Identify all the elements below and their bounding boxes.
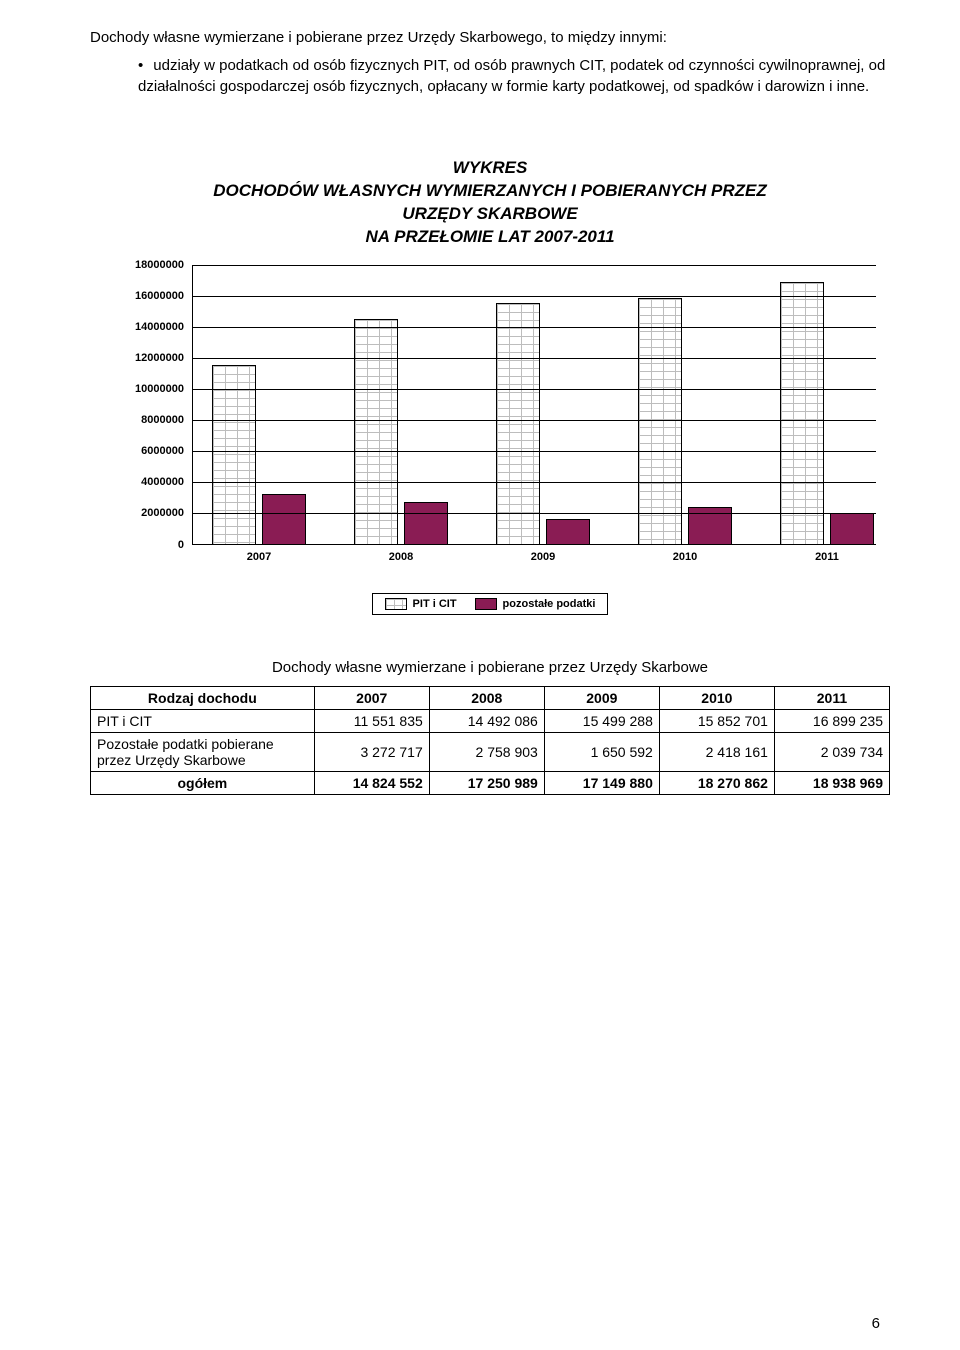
bar — [830, 513, 874, 545]
y-tick-label: 16000000 — [135, 290, 188, 302]
table-cell: 2 758 903 — [429, 732, 544, 771]
gridline — [192, 265, 876, 266]
legend-swatch — [475, 598, 497, 610]
y-tick-label: 12000000 — [135, 352, 188, 364]
bar — [496, 303, 540, 544]
table-cell: 11 551 835 — [314, 709, 429, 732]
data-table: Rodzaj dochodu20072008200920102011 PIT i… — [90, 686, 890, 795]
chart-legend: PIT i CIT pozostałe podatki — [372, 593, 609, 615]
legend-item: pozostałe podatki — [475, 598, 596, 610]
table-cell: 18 938 969 — [774, 771, 889, 794]
bar — [546, 519, 590, 545]
table-cell: Pozostałe podatki pobierane przez Urzędy… — [91, 732, 315, 771]
gridline — [192, 358, 876, 359]
table-cell: 2 039 734 — [774, 732, 889, 771]
bullet-item: udziały w podatkach od osób fizycznych P… — [138, 56, 890, 97]
table-cell: 3 272 717 — [314, 732, 429, 771]
chart-section: WYKRESDOCHODÓW WŁASNYCH WYMIERZANYCH I P… — [90, 157, 890, 615]
table-row: ogółem14 824 55217 250 98917 149 88018 2… — [91, 771, 890, 794]
gridline — [192, 420, 876, 421]
gridline — [192, 296, 876, 297]
y-tick-label: 4000000 — [141, 476, 188, 488]
y-tick-label: 6000000 — [141, 445, 188, 457]
bar — [354, 319, 398, 544]
table-cell: 1 650 592 — [544, 732, 659, 771]
table-cell: 15 852 701 — [659, 709, 774, 732]
gridline — [192, 389, 876, 390]
legend-swatch — [385, 598, 407, 610]
gridline — [192, 513, 876, 514]
table-cell: 18 270 862 — [659, 771, 774, 794]
table-header-cell: 2011 — [774, 686, 889, 709]
y-tick-label: 10000000 — [135, 383, 188, 395]
page-number: 6 — [872, 1315, 880, 1332]
table-row: PIT i CIT11 551 83514 492 08615 499 2881… — [91, 709, 890, 732]
gridline — [192, 451, 876, 452]
table-header-cell: 2009 — [544, 686, 659, 709]
table-head: Rodzaj dochodu20072008200920102011 — [91, 686, 890, 709]
table-cell: 17 149 880 — [544, 771, 659, 794]
table-cell: ogółem — [91, 771, 315, 794]
y-tick-label: 2000000 — [141, 507, 188, 519]
y-tick-label: 8000000 — [141, 414, 188, 426]
bar — [780, 282, 824, 545]
table-header-cell: 2007 — [314, 686, 429, 709]
table-cell: 14 492 086 — [429, 709, 544, 732]
table-header-cell: 2010 — [659, 686, 774, 709]
x-tick-label: 2007 — [247, 545, 271, 563]
intro-text: Dochody własne wymierzane i pobierane pr… — [90, 28, 890, 48]
x-tick-label: 2009 — [531, 545, 555, 563]
table-cell: 17 250 989 — [429, 771, 544, 794]
legend-item: PIT i CIT — [385, 598, 457, 610]
table-row: Pozostałe podatki pobierane przez Urzędy… — [91, 732, 890, 771]
chart-plot-area: 20072008200920102011 — [192, 265, 876, 545]
table-cell: 14 824 552 — [314, 771, 429, 794]
bar — [638, 298, 682, 545]
table-body: PIT i CIT11 551 83514 492 08615 499 2881… — [91, 709, 890, 794]
table-header-cell: Rodzaj dochodu — [91, 686, 315, 709]
bar — [262, 494, 306, 545]
bullet-list: udziały w podatkach od osób fizycznych P… — [90, 56, 890, 97]
x-tick-label: 2010 — [673, 545, 697, 563]
x-tick-label: 2011 — [815, 545, 839, 563]
chart: 20072008200920102011 0200000040000006000… — [122, 265, 880, 575]
bar — [212, 365, 256, 545]
table-cell: PIT i CIT — [91, 709, 315, 732]
table-cell: 16 899 235 — [774, 709, 889, 732]
chart-title: WYKRESDOCHODÓW WŁASNYCH WYMIERZANYCH I P… — [90, 157, 890, 249]
bars-layer — [192, 265, 876, 545]
gridline — [192, 327, 876, 328]
table-cell: 2 418 161 — [659, 732, 774, 771]
table-header-cell: 2008 — [429, 686, 544, 709]
gridline — [192, 482, 876, 483]
table-title: Dochody własne wymierzane i pobierane pr… — [90, 659, 890, 676]
y-tick-label: 0 — [178, 539, 188, 551]
bar — [404, 502, 448, 545]
table-cell: 15 499 288 — [544, 709, 659, 732]
y-tick-label: 18000000 — [135, 259, 188, 271]
x-tick-label: 2008 — [389, 545, 413, 563]
y-tick-label: 14000000 — [135, 321, 188, 333]
